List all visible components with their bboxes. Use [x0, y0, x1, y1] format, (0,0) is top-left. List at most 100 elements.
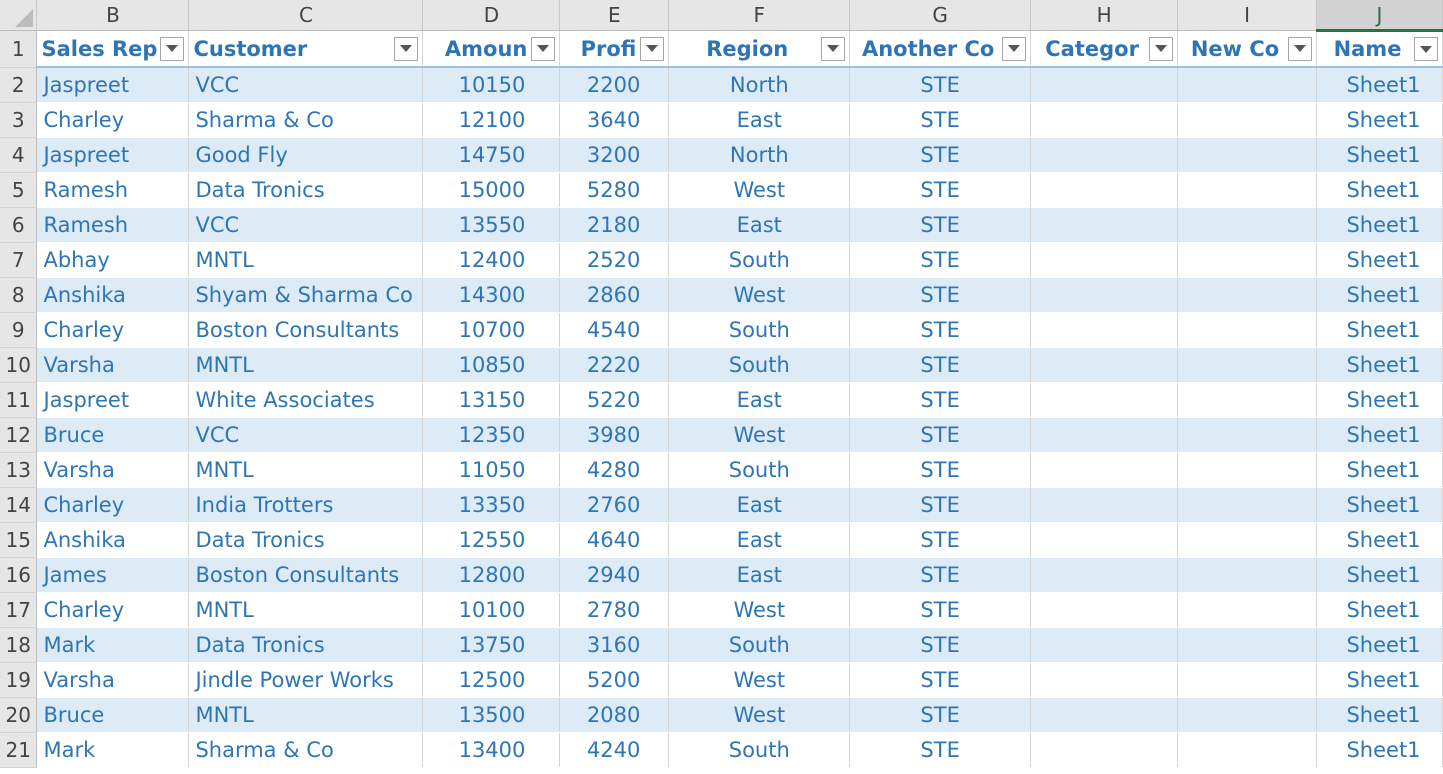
filter-dropdown-icon[interactable] — [394, 36, 419, 61]
cell-category[interactable] — [1030, 557, 1179, 593]
cell-profit[interactable]: 2940 — [559, 557, 670, 593]
cell-category[interactable] — [1030, 312, 1179, 348]
cell-region[interactable]: South — [668, 242, 851, 278]
cell-customer[interactable]: Data Tronics — [188, 627, 424, 663]
cell-profit[interactable]: 3980 — [559, 417, 670, 453]
cell-name[interactable]: Sheet1 — [1316, 592, 1443, 628]
cell-name[interactable]: Sheet1 — [1316, 277, 1443, 313]
cell-another[interactable]: STE — [849, 487, 1032, 523]
cell-sales-rep[interactable]: Charley — [36, 102, 190, 138]
cell-amount[interactable]: 12550 — [422, 522, 561, 558]
cell-amount[interactable]: 10850 — [422, 347, 561, 383]
cell-amount[interactable]: 15000 — [422, 172, 561, 208]
cell-profit[interactable]: 2780 — [559, 592, 670, 628]
cell-amount[interactable]: 10150 — [422, 67, 561, 103]
cell-amount[interactable]: 12350 — [422, 417, 561, 453]
filter-dropdown-icon[interactable] — [1414, 37, 1438, 61]
cell-profit[interactable]: 2860 — [559, 277, 670, 313]
cell-new-column[interactable] — [1177, 382, 1318, 418]
cell-region[interactable]: West — [668, 417, 851, 453]
cell-another[interactable]: STE — [849, 242, 1032, 278]
cell-profit[interactable]: 4240 — [559, 732, 670, 768]
column-header-c[interactable]: C — [188, 0, 424, 31]
cell-category[interactable] — [1030, 277, 1179, 313]
cell-sales-rep[interactable]: Bruce — [36, 417, 190, 453]
cell-new-column[interactable] — [1177, 697, 1318, 733]
row-number[interactable]: 5 — [0, 172, 38, 208]
cell-customer[interactable]: Boston Consultants — [188, 312, 424, 348]
cell-name[interactable]: Sheet1 — [1316, 522, 1443, 558]
cell-profit[interactable]: 5220 — [559, 382, 670, 418]
cell-profit[interactable]: 2220 — [559, 347, 670, 383]
cell-new-column[interactable] — [1177, 312, 1318, 348]
row-number[interactable]: 19 — [0, 662, 38, 698]
header-cell-customer[interactable]: Customer — [188, 30, 424, 68]
cell-another[interactable]: STE — [849, 452, 1032, 488]
cell-new-column[interactable] — [1177, 207, 1318, 243]
cell-new-column[interactable] — [1177, 277, 1318, 313]
row-number[interactable]: 6 — [0, 207, 38, 243]
cell-amount[interactable]: 10700 — [422, 312, 561, 348]
cell-profit[interactable]: 4640 — [559, 522, 670, 558]
cell-new-column[interactable] — [1177, 452, 1318, 488]
cell-amount[interactable]: 12500 — [422, 662, 561, 698]
row-number[interactable]: 21 — [0, 732, 38, 768]
cell-category[interactable] — [1030, 102, 1179, 138]
cell-another[interactable]: STE — [849, 417, 1032, 453]
cell-category[interactable] — [1030, 452, 1179, 488]
cell-sales-rep[interactable]: Bruce — [36, 697, 190, 733]
cell-another[interactable]: STE — [849, 347, 1032, 383]
cell-category[interactable] — [1030, 382, 1179, 418]
column-header-d[interactable]: D — [422, 0, 561, 31]
cell-another[interactable]: STE — [849, 592, 1032, 628]
cell-customer[interactable]: Boston Consultants — [188, 557, 424, 593]
cell-sales-rep[interactable]: Varsha — [36, 452, 190, 488]
cell-new-column[interactable] — [1177, 137, 1318, 173]
filter-dropdown-icon[interactable] — [1149, 36, 1174, 61]
cell-category[interactable] — [1030, 207, 1179, 243]
cell-region[interactable]: South — [668, 627, 851, 663]
cell-category[interactable] — [1030, 417, 1179, 453]
cell-customer[interactable]: India Trotters — [188, 487, 424, 523]
cell-customer[interactable]: White Associates — [188, 382, 424, 418]
cell-category[interactable] — [1030, 172, 1179, 208]
cell-customer[interactable]: MNTL — [188, 697, 424, 733]
cell-name[interactable]: Sheet1 — [1316, 137, 1443, 173]
cell-customer[interactable]: VCC — [188, 67, 424, 103]
cell-sales-rep[interactable]: Ramesh — [36, 207, 190, 243]
cell-name[interactable]: Sheet1 — [1316, 557, 1443, 593]
cell-sales-rep[interactable]: Jaspreet — [36, 382, 190, 418]
cell-customer[interactable]: MNTL — [188, 242, 424, 278]
cell-amount[interactable]: 10100 — [422, 592, 561, 628]
row-number[interactable]: 8 — [0, 277, 38, 313]
filter-dropdown-icon[interactable] — [531, 36, 556, 61]
cell-profit[interactable]: 2520 — [559, 242, 670, 278]
header-cell-sales-rep[interactable]: Sales Rep — [36, 30, 190, 68]
row-number[interactable]: 14 — [0, 487, 38, 523]
header-cell-amount[interactable]: Amoun — [422, 30, 561, 68]
cell-another[interactable]: STE — [849, 662, 1032, 698]
column-header-i[interactable]: I — [1177, 0, 1318, 31]
header-cell-category[interactable]: Categor — [1030, 30, 1179, 68]
cell-region[interactable]: East — [668, 522, 851, 558]
cell-category[interactable] — [1030, 137, 1179, 173]
header-cell-another[interactable]: Another Co — [849, 30, 1032, 68]
cell-new-column[interactable] — [1177, 242, 1318, 278]
cell-sales-rep[interactable]: Anshika — [36, 522, 190, 558]
cell-amount[interactable]: 12100 — [422, 102, 561, 138]
cell-region[interactable]: East — [668, 487, 851, 523]
cell-region[interactable]: West — [668, 277, 851, 313]
cell-customer[interactable]: Good Fly — [188, 137, 424, 173]
cell-sales-rep[interactable]: Charley — [36, 487, 190, 523]
cell-customer[interactable]: MNTL — [188, 592, 424, 628]
cell-region[interactable]: South — [668, 347, 851, 383]
cell-amount[interactable]: 13150 — [422, 382, 561, 418]
cell-category[interactable] — [1030, 487, 1179, 523]
column-header-b[interactable]: B — [36, 0, 190, 31]
column-header-f[interactable]: F — [668, 0, 851, 31]
cell-customer[interactable]: Jindle Power Works — [188, 662, 424, 698]
cell-another[interactable]: STE — [849, 627, 1032, 663]
filter-dropdown-icon[interactable] — [821, 36, 846, 61]
filter-dropdown-icon[interactable] — [1002, 36, 1027, 61]
cell-name[interactable]: Sheet1 — [1316, 172, 1443, 208]
